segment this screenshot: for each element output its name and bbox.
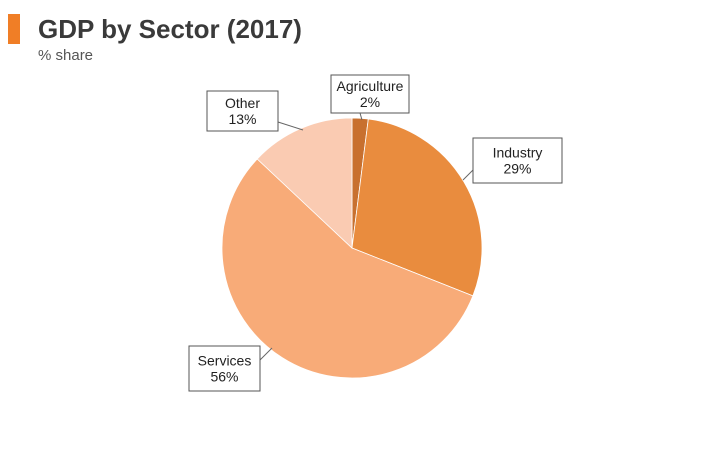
slice-label-other: Other [225,95,260,111]
callout-leader-services [259,347,273,361]
slice-label-services: Services [198,353,252,369]
callout-leader-other [277,121,304,131]
slice-value-industry: 29% [503,161,531,177]
pie-slices [221,117,483,379]
callout-box-agriculture [330,74,410,114]
pie-slice-services [221,158,474,379]
slice-value-agriculture: 2% [360,94,380,110]
slice-value-other: 13% [228,111,256,127]
chart-title: GDP by Sector (2017) [38,14,302,44]
slice-label-agriculture: Agriculture [337,78,404,94]
callout-box-industry [472,137,563,184]
chart-subtitle: % share [38,47,94,64]
callout-box-services [188,345,261,392]
callout-leader-agriculture [359,112,363,121]
callout-box-other [206,90,279,132]
callout-leader-industry [462,169,474,181]
slice-value-services: 56% [210,369,238,385]
slice-label-industry: Industry [493,145,543,161]
title-accent-bar [8,14,20,44]
pie-slice-industry [351,118,483,297]
